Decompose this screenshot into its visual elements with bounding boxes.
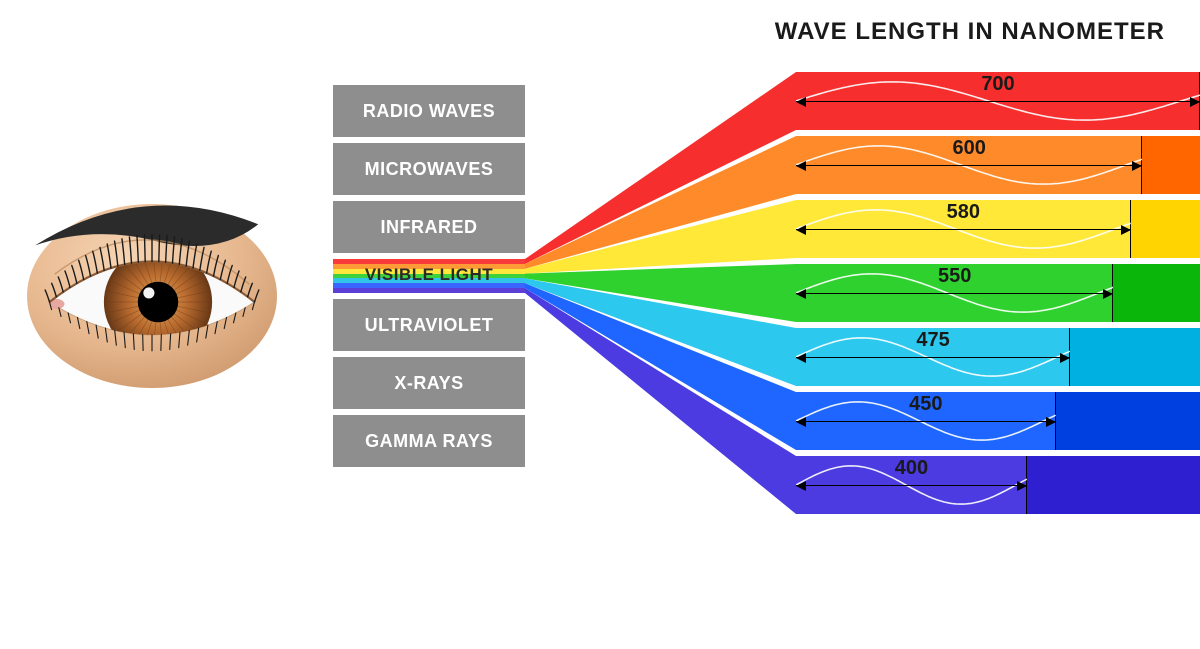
- wavelength-value: 400: [796, 457, 1027, 480]
- wavelength-row: 700: [796, 72, 1200, 130]
- eye-illustration: [0, 0, 320, 649]
- wavelength-row: 580: [796, 200, 1200, 258]
- wavelength-row: 600: [796, 136, 1200, 194]
- wavelength-value: 600: [796, 137, 1142, 160]
- wavelength-value: 450: [796, 393, 1056, 416]
- wavelength-value: 700: [796, 73, 1200, 96]
- wavelength-value: 550: [796, 265, 1113, 288]
- wavelength-row: 550: [796, 264, 1200, 322]
- wavelength-row: 400: [796, 456, 1200, 514]
- catchlight: [143, 287, 154, 298]
- wavelength-arrow: [796, 357, 1070, 358]
- wavelength-value: 580: [796, 201, 1131, 224]
- wavelength-arrow: [796, 421, 1056, 422]
- wavelength-value: 475: [796, 329, 1070, 352]
- wavelength-arrow: [796, 229, 1131, 230]
- wavelength-row: 475: [796, 328, 1200, 386]
- wavelength-arrow: [796, 293, 1113, 294]
- wavelength-arrow: [796, 101, 1200, 102]
- wavelength-arrow: [796, 485, 1027, 486]
- pupil: [138, 282, 178, 322]
- wavelength-row: 450: [796, 392, 1200, 450]
- wavelength-arrow: [796, 165, 1142, 166]
